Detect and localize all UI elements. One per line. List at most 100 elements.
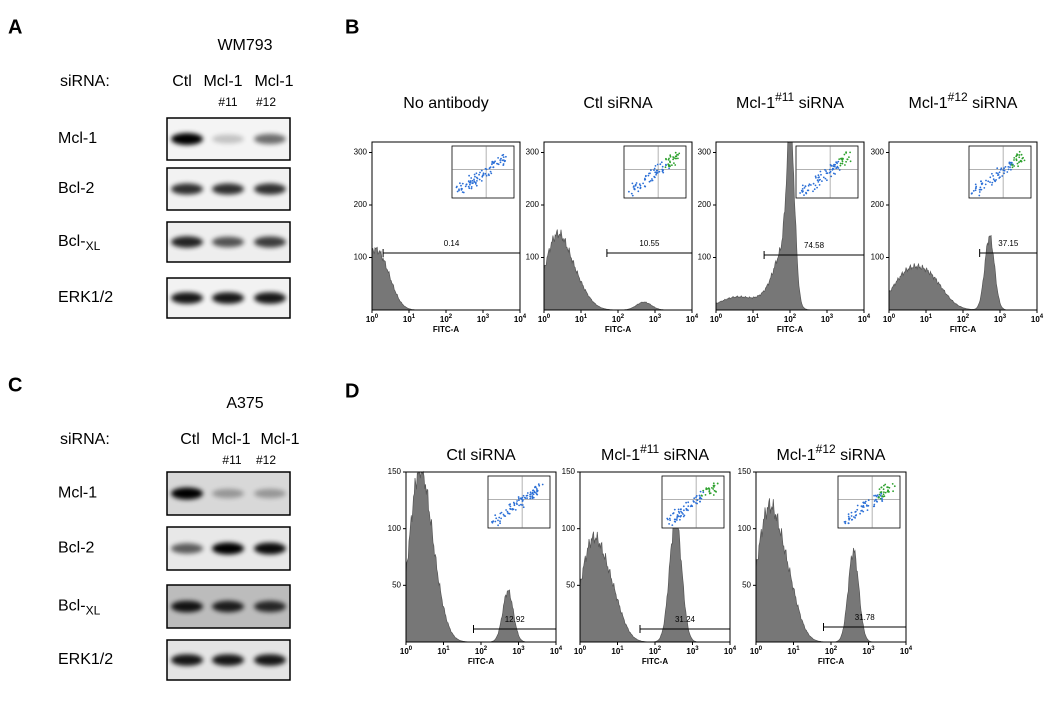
- x-tick-exponent: 1: [446, 646, 450, 652]
- inset-dot: [489, 166, 492, 169]
- y-tick-label: 200: [526, 200, 540, 209]
- inset-dot: [835, 161, 837, 164]
- inset-dot: [1009, 163, 1012, 166]
- x-tick-label: 102: [440, 314, 453, 325]
- inset-dot: [875, 500, 878, 503]
- x-tick-label: 103: [862, 646, 875, 657]
- inset-dot: [681, 511, 683, 514]
- inset-dot: [708, 490, 711, 492]
- lane-label: Mcl-1: [211, 431, 250, 448]
- inset-dot: [692, 500, 695, 502]
- inset-dot: [866, 509, 869, 511]
- inset-dot: [693, 497, 696, 500]
- inset-dot: [529, 493, 531, 496]
- inset-dot: [815, 176, 817, 179]
- inset-dot: [654, 171, 657, 174]
- lane-sublabel: #11: [218, 95, 237, 109]
- inset-dot: [875, 498, 877, 501]
- inset-dot: [1018, 161, 1020, 164]
- inset-dot: [1003, 169, 1006, 172]
- inset-dot: [473, 178, 475, 181]
- inset-dot: [529, 491, 532, 494]
- inset-dot: [843, 153, 846, 156]
- inset-dot: [643, 178, 646, 181]
- protein-name: Mcl-1: [58, 130, 97, 147]
- x-tick-label: 101: [747, 314, 760, 325]
- inset-dot: [881, 500, 884, 502]
- inset-dot: [1018, 154, 1021, 156]
- x-tick-exponent: 4: [559, 646, 563, 652]
- panel-letter: C: [8, 374, 22, 396]
- y-tick-label: 200: [698, 200, 712, 209]
- inset-dot: [677, 157, 679, 160]
- inset-dot: [984, 183, 987, 186]
- plot-title-end: siRNA: [968, 95, 1018, 112]
- inset-dot: [805, 192, 808, 195]
- blot-band: [212, 236, 244, 248]
- panel-letter: D: [345, 380, 359, 402]
- inset-dot: [881, 497, 883, 500]
- inset-dot: [687, 501, 690, 504]
- inset-dot: [502, 164, 505, 167]
- inset-dot: [469, 183, 471, 186]
- inset-dot: [843, 521, 846, 523]
- inset-dot: [655, 173, 657, 176]
- inset-dot: [989, 181, 991, 184]
- inset-dot: [839, 162, 842, 165]
- inset-dot: [893, 485, 896, 488]
- inset-dot: [671, 164, 673, 167]
- inset-dot: [534, 486, 536, 489]
- inset-dot: [801, 188, 804, 190]
- x-axis-label: FITC-A: [605, 325, 631, 334]
- inset-dot: [839, 164, 842, 167]
- inset-dot: [1001, 175, 1004, 177]
- inset-dot: [696, 499, 699, 502]
- protein-subscript: XL: [86, 239, 101, 253]
- inset-dot: [673, 508, 676, 511]
- inset-dot: [638, 183, 641, 186]
- inset-dot: [1013, 159, 1015, 161]
- x-tick-base: 10: [724, 647, 733, 656]
- inset-dot: [526, 494, 529, 497]
- inset-dot: [819, 178, 821, 181]
- inset-dot: [484, 172, 487, 175]
- blot-band: [171, 133, 203, 145]
- y-tick-label: 300: [526, 148, 540, 157]
- sirna-label: siRNA:: [60, 431, 110, 448]
- plot-title-text: Ctl siRNA: [446, 447, 516, 464]
- inset-dot: [490, 172, 493, 175]
- plot-title-text: Ctl siRNA: [583, 95, 653, 112]
- inset-dot: [459, 182, 461, 185]
- inset-dot: [526, 497, 528, 499]
- blot-band: [254, 654, 286, 666]
- inset-dot: [716, 482, 719, 485]
- inset-dot: [468, 187, 471, 190]
- inset-dot: [659, 163, 662, 166]
- inset-dot: [1013, 157, 1016, 159]
- x-tick-exponent: 2: [449, 314, 453, 320]
- inset-dot: [469, 180, 472, 183]
- inset-dot: [474, 175, 476, 178]
- inset-dot: [873, 503, 876, 506]
- inset-dot: [804, 185, 807, 188]
- y-tick-label: 200: [871, 200, 885, 209]
- inset-dot: [978, 188, 981, 191]
- inset-dot: [831, 169, 834, 171]
- x-tick-label: 104: [1031, 314, 1044, 325]
- inset-dot: [878, 496, 880, 498]
- inset-dot: [667, 158, 670, 161]
- inset-dot: [523, 496, 526, 499]
- x-tick-base: 10: [575, 315, 584, 324]
- x-tick-label: 101: [611, 646, 624, 657]
- inset-dot: [878, 488, 881, 490]
- inset-dot: [812, 190, 814, 193]
- inset-dot: [668, 523, 670, 525]
- inset-dot: [848, 156, 850, 159]
- inset-dot: [541, 483, 544, 486]
- gate-value: 74.58: [804, 241, 825, 250]
- inset-dot: [873, 494, 875, 497]
- y-tick-label: 300: [871, 148, 885, 157]
- x-tick-exponent: 0: [892, 314, 896, 320]
- inset-dot: [824, 177, 827, 180]
- inset-dot: [650, 169, 652, 172]
